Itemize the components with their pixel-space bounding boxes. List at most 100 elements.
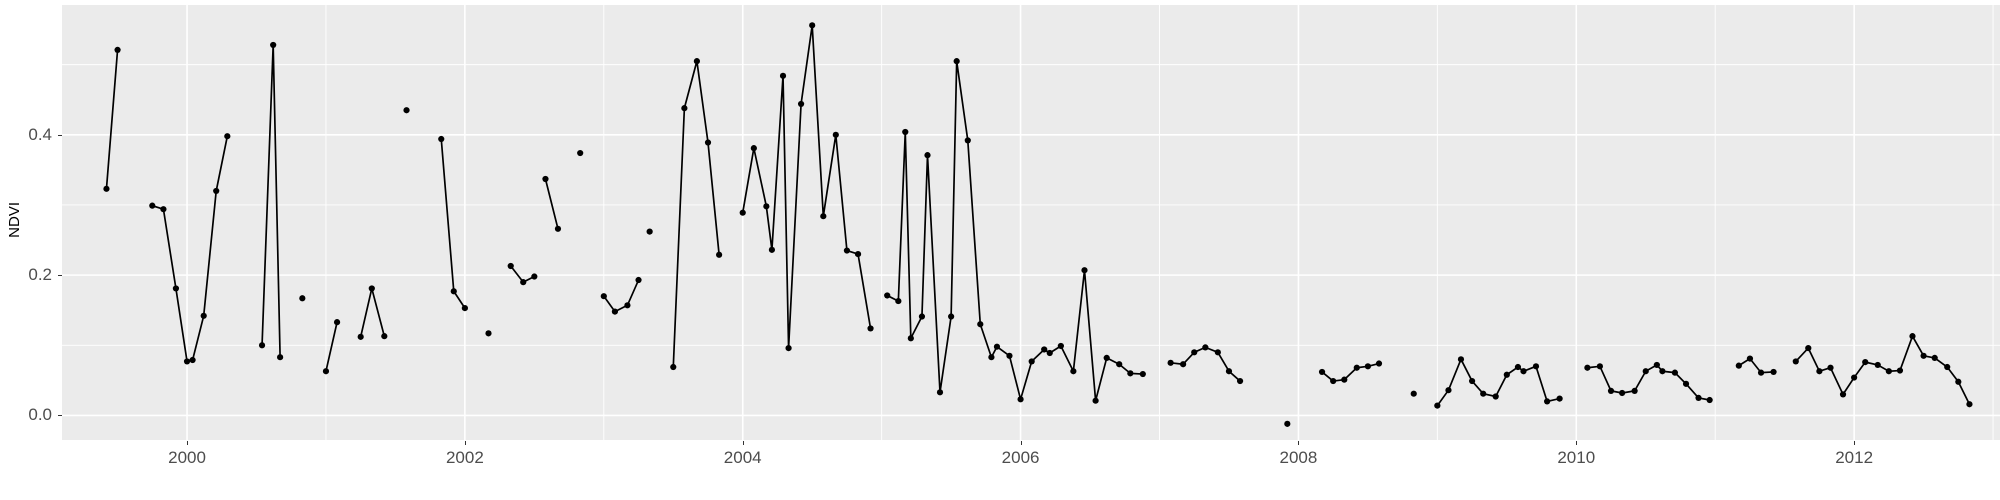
x-axis-tick-mark	[1854, 441, 1856, 445]
data-point	[1909, 333, 1916, 340]
data-point	[1827, 364, 1834, 371]
x-axis-tick-mark	[742, 441, 744, 445]
x-axis-tick-label: 2006	[1001, 448, 1040, 467]
data-point	[531, 273, 538, 280]
panel-background	[62, 5, 2000, 440]
x-axis-tick-label: 2010	[1557, 448, 1596, 467]
data-point	[160, 206, 167, 213]
data-point	[611, 308, 619, 315]
data-point	[1468, 377, 1476, 385]
data-point	[200, 312, 207, 319]
data-point	[918, 313, 926, 320]
data-point	[1202, 344, 1209, 351]
data-point	[103, 185, 110, 192]
series-ndvi	[103, 22, 1973, 427]
y-axis-tick-label: 0.2	[28, 265, 52, 285]
data-point	[907, 335, 914, 342]
data-point	[438, 135, 445, 143]
data-point	[1330, 377, 1337, 385]
data-point	[520, 279, 527, 286]
data-point	[763, 203, 770, 210]
plot-panel	[62, 5, 2000, 440]
data-point	[189, 356, 196, 364]
data-point	[1503, 371, 1510, 378]
data-point	[1631, 387, 1638, 394]
data-point	[1619, 389, 1626, 397]
data-point	[895, 297, 902, 305]
data-point	[624, 302, 631, 309]
series-line-segment	[105, 49, 119, 190]
data-point	[1659, 368, 1666, 375]
data-point	[924, 152, 931, 159]
data-point	[902, 128, 909, 136]
data-point	[820, 213, 827, 220]
series-line-segment	[602, 279, 640, 313]
data-point	[224, 133, 231, 140]
data-point	[1544, 398, 1551, 405]
data-point	[368, 285, 375, 292]
data-point	[1434, 402, 1441, 409]
data-point	[213, 187, 220, 195]
x-axis-tick-label: 2012	[1835, 448, 1874, 467]
data-point	[977, 321, 984, 328]
data-point	[1607, 387, 1615, 394]
data-point	[1180, 361, 1187, 368]
data-point	[450, 288, 457, 295]
data-point	[1214, 349, 1221, 356]
data-point	[258, 342, 266, 349]
x-axis-tick-label: 2000	[168, 448, 206, 467]
y-axis-tick-mark	[58, 415, 62, 417]
data-point	[1191, 349, 1198, 356]
data-point	[1851, 374, 1858, 381]
series-line-segment	[1794, 335, 1971, 406]
series-line-segment	[1586, 364, 1711, 401]
data-point	[1046, 349, 1053, 357]
y-axis-tick-label: 0.0	[28, 405, 52, 425]
x-axis-tick-label: 2008	[1279, 448, 1318, 467]
data-point	[1735, 362, 1742, 369]
data-point	[1920, 352, 1927, 359]
y-axis-tick-mark	[58, 134, 62, 136]
data-point	[1017, 396, 1024, 403]
data-point	[1671, 369, 1679, 376]
data-point	[1457, 356, 1465, 363]
series-line-segment	[1436, 358, 1561, 407]
data-point	[670, 363, 677, 371]
data-point	[1839, 391, 1847, 398]
data-point	[485, 330, 492, 337]
series-line-segment	[886, 60, 1144, 402]
data-point	[403, 107, 410, 114]
data-point	[1225, 368, 1233, 375]
x-axis-tick-label: 2002	[445, 448, 484, 467]
data-point	[1092, 397, 1099, 404]
data-point	[600, 293, 607, 300]
data-point	[693, 58, 700, 65]
data-point	[299, 295, 306, 302]
x-axis-tick-label: 2004	[723, 448, 762, 467]
data-point	[1353, 364, 1360, 371]
data-point	[779, 72, 787, 79]
series-line-segment	[325, 321, 338, 373]
data-point	[646, 228, 653, 235]
data-point	[507, 262, 514, 270]
data-point	[1757, 369, 1765, 376]
data-point	[1792, 358, 1799, 365]
data-point	[183, 358, 191, 365]
x-axis-tick-mark	[187, 441, 189, 445]
x-axis-tick-mark	[1020, 441, 1022, 445]
y-axis-tick-label: 0.4	[28, 124, 52, 144]
data-point	[843, 247, 851, 254]
data-point	[554, 225, 562, 232]
data-point	[993, 343, 1001, 350]
data-point	[953, 58, 960, 65]
data-point	[114, 46, 121, 54]
data-point	[1375, 360, 1383, 367]
data-point	[635, 276, 642, 284]
data-point	[854, 250, 862, 258]
data-point	[1584, 364, 1591, 371]
data-point	[1057, 342, 1064, 350]
data-point	[1028, 358, 1035, 365]
data-point	[809, 22, 816, 29]
data-point	[1006, 352, 1013, 359]
